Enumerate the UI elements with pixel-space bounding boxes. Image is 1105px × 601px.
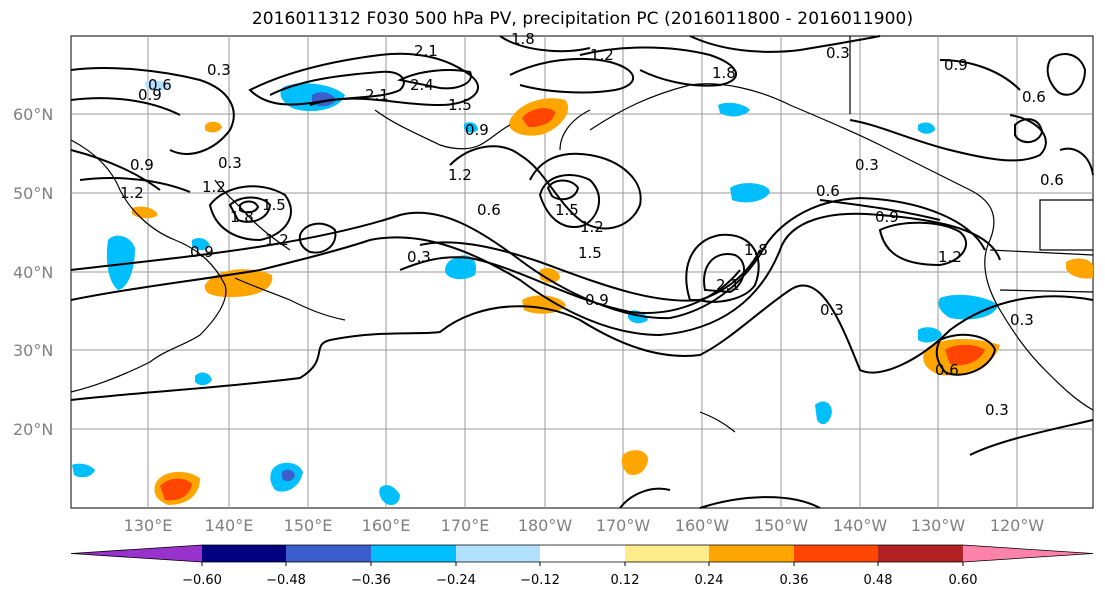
colorbar-tick: −0.36 (351, 573, 391, 588)
contour-label: 1.8 (744, 241, 768, 259)
colorbar-segment (456, 545, 540, 562)
contour-label: 2.1 (414, 42, 438, 60)
colorbar-segment (709, 545, 794, 562)
contour-label: 1.2 (202, 178, 226, 196)
colorbar-tick: 0.60 (949, 573, 978, 588)
contour-label: 0.6 (1040, 171, 1064, 189)
contour-label: 0.9 (875, 208, 899, 226)
contour-label: 1.5 (448, 96, 472, 114)
contour-label: 1.2 (448, 166, 472, 184)
colorbar-segment (878, 545, 963, 562)
lon-label: 130°E (124, 516, 173, 535)
contour-label: 0.3 (1010, 311, 1034, 329)
colorbar-tick: 0.12 (611, 573, 640, 588)
colorbar-tick: 0.36 (780, 573, 809, 588)
contour-label: 1.8 (712, 64, 736, 82)
colorbar-tick: −0.48 (266, 573, 306, 588)
contour-label: 1.2 (580, 218, 604, 236)
lon-label: 180°W (518, 516, 573, 535)
contour-label: 1.2 (590, 46, 614, 64)
contour-labels: 0.3 0.9 0.6 0.9 1.2 1.2 0.3 1.5 1.8 1.2 … (120, 30, 1064, 419)
contour-label: 1.2 (938, 248, 962, 266)
colorbar-segment (963, 545, 1093, 562)
contour-label: 0.3 (820, 301, 844, 319)
colorbar-tick: 0.48 (864, 573, 893, 588)
colorbar-segment (202, 545, 286, 562)
contour-label: 1.2 (265, 231, 289, 249)
coastlines (70, 36, 1094, 433)
longitude-labels: 130°E 140°E 150°E 160°E 170°E 180°W 170°… (124, 516, 1045, 535)
colorbar-ticks: −0.60 −0.48 −0.36 −0.24 −0.12 0.12 0.24 … (182, 562, 977, 588)
colorbar-segment (286, 545, 371, 562)
colorbar-segment (625, 545, 709, 562)
contour-label: 1.5 (555, 201, 579, 219)
lon-label: 150°E (284, 516, 333, 535)
contour-label: 0.9 (585, 291, 609, 309)
contour-label: 0.3 (218, 154, 242, 172)
contour-label: 0.6 (148, 76, 172, 94)
lat-label: 50°N (13, 184, 53, 203)
contour-label: 0.3 (985, 401, 1009, 419)
pv-contours (70, 35, 1094, 509)
contour-label: 1.8 (230, 208, 254, 226)
lon-label: 120°W (990, 516, 1045, 535)
contour-label: 0.9 (465, 121, 489, 139)
contour-label: 0.9 (138, 86, 162, 104)
lat-label: 20°N (13, 420, 53, 439)
lat-label: 60°N (13, 105, 53, 124)
contour-label: 2.1 (716, 276, 740, 294)
contour-label: 1.5 (578, 244, 602, 262)
colorbar-tick: 0.24 (695, 573, 724, 588)
lon-label: 130°W (911, 516, 966, 535)
lat-label: 30°N (13, 341, 53, 360)
lon-label: 140°W (833, 516, 888, 535)
lon-label: 160°W (675, 516, 730, 535)
colorbar-tick: −0.12 (520, 573, 560, 588)
contour-label: 1.8 (511, 30, 535, 48)
latitude-labels: 60°N 50°N 40°N 30°N 20°N (13, 105, 53, 439)
contour-label: 0.3 (407, 248, 431, 266)
contour-label: 0.3 (826, 44, 850, 62)
colorbar-segment (794, 545, 878, 562)
contour-label: 0.9 (944, 56, 968, 74)
contour-label: 0.9 (190, 243, 214, 261)
colorbar-tick: −0.60 (182, 573, 222, 588)
colorbar-segment (71, 545, 202, 562)
contour-label: 2.4 (410, 76, 434, 94)
map-title: 2016011312 F030 500 hPa PV, precipitatio… (251, 9, 914, 29)
colorbar-tick: −0.24 (436, 573, 476, 588)
lon-label: 170°E (441, 516, 490, 535)
contour-label: 0.6 (477, 201, 501, 219)
contour-label: 0.3 (855, 156, 879, 174)
contour-label: 0.9 (130, 156, 154, 174)
contour-label: 2.1 (365, 86, 389, 104)
contour-label: 0.6 (816, 182, 840, 200)
contour-label: 0.3 (207, 61, 231, 79)
precipitation-shading (72, 80, 1093, 506)
colorbar-segment (540, 545, 625, 562)
colorbar-segments (70, 544, 1094, 563)
contour-label: 0.6 (935, 361, 959, 379)
lon-label: 160°E (362, 516, 411, 535)
contour-label: 1.5 (262, 196, 286, 214)
lon-label: 150°W (754, 516, 809, 535)
lon-label: 140°E (205, 516, 254, 535)
lon-label: 170°W (596, 516, 651, 535)
contour-label: 0.6 (1022, 88, 1046, 106)
colorbar-segment (371, 545, 456, 562)
contour-label: 1.2 (120, 184, 144, 202)
lat-label: 40°N (13, 263, 53, 282)
